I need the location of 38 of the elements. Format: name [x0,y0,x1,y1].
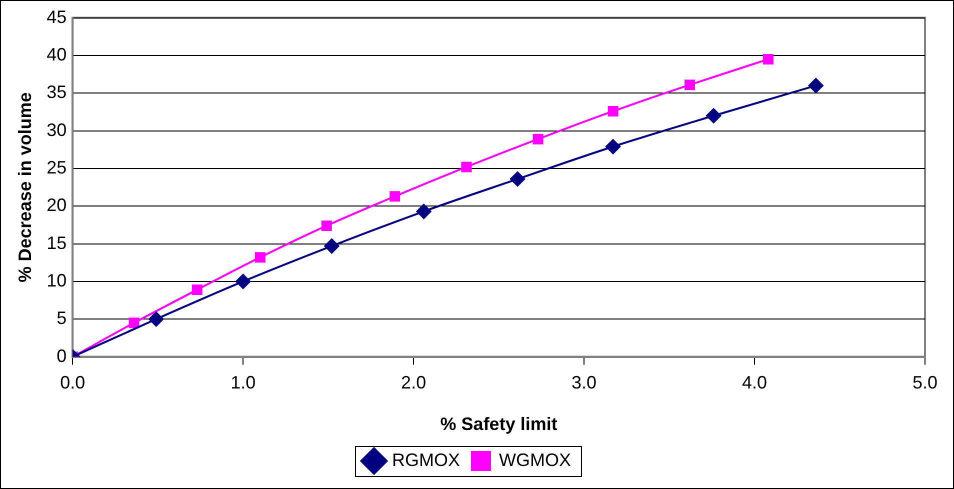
point [684,80,695,90]
x-tick-label: 2.0 [401,372,426,393]
x-tick-label: 3.0 [572,372,597,393]
point [236,274,251,289]
point [606,139,621,154]
point [510,172,526,187]
y-tick-label: 45 [46,6,67,27]
point [461,162,472,172]
point [706,108,722,124]
y-tick-label: 20 [46,195,67,216]
y-tick-label: 30 [46,120,67,140]
x-axis-title: % Safety limit [440,414,558,434]
y-tick-label: 10 [46,270,67,290]
y-tick-label: 0 [56,346,67,366]
y-axis-title: % Decrease in volume [14,92,35,282]
y-tick-label: 5 [56,308,67,328]
legend-label: WGMOX [499,450,572,470]
point [148,312,164,327]
y-tick-label: 25 [46,157,67,178]
y-tick-label: 15 [46,232,67,253]
x-tick-label: 4.0 [742,372,768,393]
point [532,134,544,144]
x-tick-label: 1.0 [230,372,256,393]
x-tick-label: 5.0 [912,372,938,393]
point [762,54,774,64]
point [608,106,618,116]
point [416,204,432,219]
point [808,78,824,94]
point [254,252,266,263]
point [324,238,340,254]
point [321,220,332,231]
y-tick-label: 40 [46,44,67,64]
x-tick-label: 0.0 [60,372,86,393]
y-tick-label: 35 [46,82,67,102]
point [390,191,400,202]
point [128,318,140,328]
point [192,284,202,295]
legend-label: RGMOX [392,450,460,470]
